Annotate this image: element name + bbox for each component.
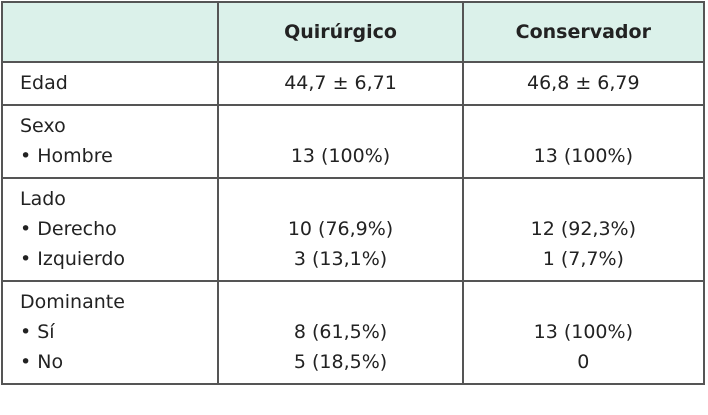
row-label: • Sí	[20, 321, 55, 343]
column-header: Quirúrgico	[217, 1, 464, 63]
table-row: Edad 44,7 ± 6,71 46,8 ± 6,79	[0, 61, 706, 106]
row-label-cell: Dominante • Sí • No	[0, 280, 220, 385]
spacer	[219, 111, 461, 141]
row-label: • Hombre	[20, 145, 113, 167]
value-cell: 12 (92,3%) 1 (7,7%)	[461, 177, 706, 282]
data-table: Quirúrgico Conservador Edad 44,7 ± 6,71 46,…	[0, 1, 706, 385]
spacer	[464, 184, 703, 214]
value-cell: 44,7 ± 6,71	[217, 61, 464, 106]
spacer	[219, 287, 461, 317]
cell-value: 13 (100%)	[290, 145, 391, 167]
row-label: Dominante	[20, 291, 125, 313]
cell-value: 46,8 ± 6,79	[527, 72, 640, 94]
table-body: Edad 44,7 ± 6,71 46,8 ± 6,79 Sexo • Hombre 13…	[0, 61, 706, 385]
cell-value: 5 (18,5%)	[293, 351, 388, 373]
value-cell: 46,8 ± 6,79	[461, 61, 706, 106]
value-cell: 8 (61,5%) 5 (18,5%)	[217, 280, 464, 385]
row-label-cell: Lado • Derecho • Izquierdo	[0, 177, 220, 282]
cell-value: 13 (100%)	[533, 321, 633, 343]
column-header: Conservador	[461, 1, 706, 63]
corner-cell	[0, 1, 220, 63]
cell-value: 0	[577, 351, 590, 373]
cell-value: 13 (100%)	[533, 145, 633, 167]
cell-value: 12 (92,3%)	[530, 218, 637, 240]
spacer	[464, 287, 703, 317]
spacer	[219, 184, 461, 214]
cell-value: 8 (61,5%)	[293, 321, 388, 343]
value-cell: 10 (76,9%) 3 (13,1%)	[217, 177, 464, 282]
cell-value: 44,7 ± 6,71	[284, 72, 397, 94]
cell-value: 3 (13,1%)	[293, 248, 388, 270]
cell-value: 1 (7,7%)	[542, 248, 624, 270]
row-label: • Derecho	[20, 218, 117, 240]
value-cell: 13 (100%)	[217, 104, 464, 179]
spacer	[464, 111, 703, 141]
row-label: Sexo	[20, 115, 66, 137]
table-row: Lado • Derecho • Izquierdo 10 (76,9%) 3 (13,…	[0, 177, 706, 282]
row-label-cell: Edad	[0, 61, 220, 106]
row-label: • No	[20, 351, 64, 373]
row-label: Edad	[20, 72, 68, 94]
cell-value: 10 (76,9%)	[287, 218, 394, 240]
row-label: Lado	[20, 188, 66, 210]
header-row: Quirúrgico Conservador	[0, 1, 706, 63]
row-label: • Izquierdo	[20, 248, 126, 270]
table-row: Dominante • Sí • No 8 (61,5%) 5 (18,5%) 13 (1…	[0, 280, 706, 385]
table-row: Sexo • Hombre 13 (100%) 13 (100%)	[0, 104, 706, 179]
value-cell: 13 (100%) 0	[461, 280, 706, 385]
row-label-cell: Sexo • Hombre	[0, 104, 220, 179]
value-cell: 13 (100%)	[461, 104, 706, 179]
